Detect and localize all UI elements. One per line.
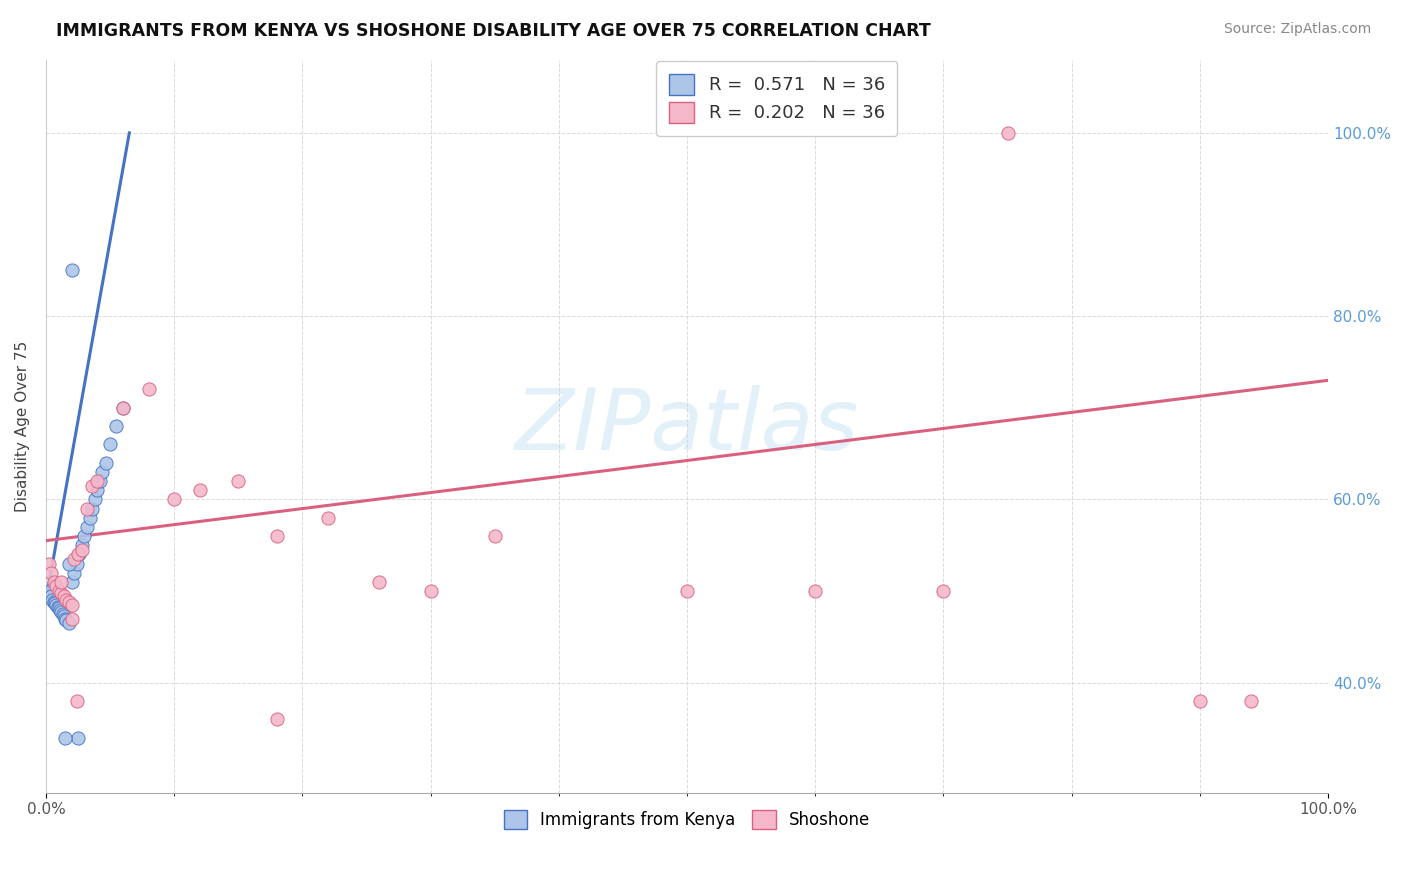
Point	[932, 584, 955, 599]
Point	[63, 552, 86, 566]
Point	[46, 599, 69, 614]
Point	[42, 595, 65, 609]
Point	[45, 579, 67, 593]
Point	[804, 584, 827, 599]
Point	[484, 529, 506, 543]
Point	[111, 401, 134, 415]
Text: Source: ZipAtlas.com: Source: ZipAtlas.com	[1223, 22, 1371, 37]
Point	[997, 126, 1019, 140]
Point	[51, 605, 73, 619]
Point	[89, 474, 111, 488]
Text: IMMIGRANTS FROM KENYA VS SHOSHONE DISABILITY AGE OVER 75 CORRELATION CHART: IMMIGRANTS FROM KENYA VS SHOSHONE DISABI…	[56, 22, 931, 40]
Point	[419, 584, 441, 599]
Point	[52, 608, 75, 623]
Point	[98, 437, 121, 451]
Point	[226, 474, 249, 488]
Y-axis label: Disability Age Over 75: Disability Age Over 75	[15, 341, 30, 512]
Point	[266, 712, 288, 726]
Point	[42, 574, 65, 589]
Point	[53, 611, 76, 625]
Point	[51, 574, 73, 589]
Point	[66, 548, 89, 562]
Point	[39, 589, 62, 603]
Point	[60, 611, 83, 625]
Point	[266, 529, 288, 543]
Point	[48, 584, 70, 599]
Point	[66, 731, 89, 745]
Legend: Immigrants from Kenya, Shoshone: Immigrants from Kenya, Shoshone	[498, 803, 877, 836]
Point	[70, 538, 93, 552]
Point	[58, 595, 80, 609]
Point	[45, 598, 67, 612]
Point	[1240, 694, 1263, 708]
Point	[67, 548, 90, 562]
Point	[38, 557, 60, 571]
Point	[83, 492, 105, 507]
Point	[52, 589, 75, 603]
Point	[105, 419, 128, 434]
Point	[76, 520, 98, 534]
Point	[49, 603, 72, 617]
Point	[52, 607, 75, 621]
Point	[86, 474, 108, 488]
Point	[76, 501, 98, 516]
Point	[96, 456, 118, 470]
Point	[48, 601, 70, 615]
Point	[41, 593, 63, 607]
Point	[39, 566, 62, 580]
Point	[58, 616, 80, 631]
Point	[111, 401, 134, 415]
Point	[676, 584, 699, 599]
Point	[316, 510, 339, 524]
Point	[91, 465, 114, 479]
Point	[44, 596, 66, 610]
Point	[60, 574, 83, 589]
Point	[82, 501, 104, 516]
Point	[138, 383, 160, 397]
Point	[51, 586, 73, 600]
Point	[368, 574, 391, 589]
Point	[60, 263, 83, 277]
Point	[79, 510, 101, 524]
Point	[53, 731, 76, 745]
Point	[163, 492, 186, 507]
Point	[82, 478, 104, 492]
Point	[1188, 694, 1211, 708]
Point	[73, 529, 96, 543]
Point	[188, 483, 211, 498]
Point	[86, 483, 108, 498]
Point	[70, 542, 93, 557]
Text: ZIPatlas: ZIPatlas	[515, 384, 859, 467]
Point	[38, 584, 60, 599]
Point	[66, 694, 89, 708]
Point	[55, 593, 77, 607]
Point	[58, 557, 80, 571]
Point	[60, 598, 83, 612]
Point	[66, 557, 89, 571]
Point	[63, 566, 86, 580]
Point	[55, 614, 77, 628]
